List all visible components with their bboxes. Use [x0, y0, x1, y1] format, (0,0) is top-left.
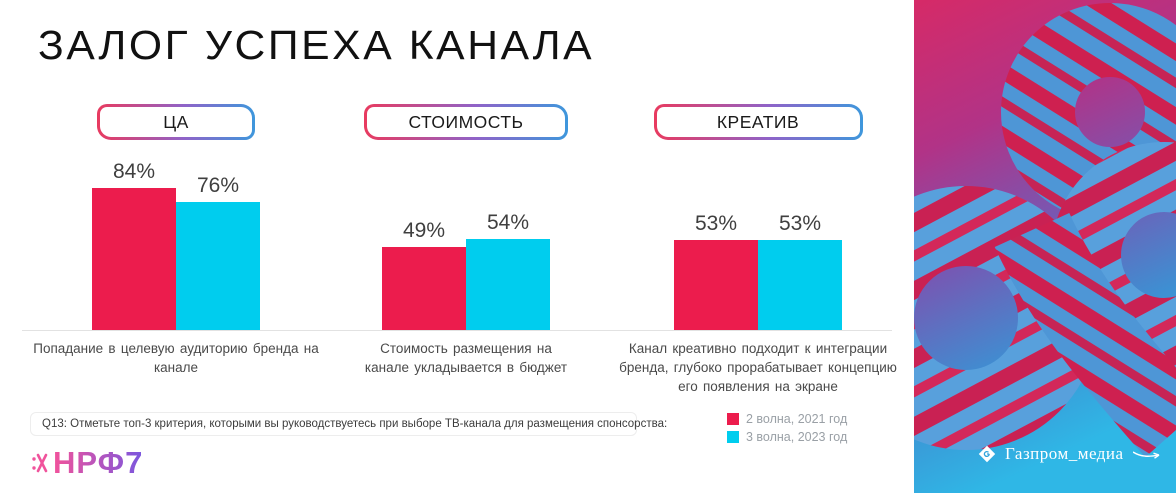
bar-pair: 53% 53% — [674, 140, 842, 330]
bar-pair: 84% 76% — [92, 140, 260, 330]
bar-value-label: 53% — [694, 212, 738, 235]
bar-wave2 — [758, 240, 842, 330]
legend-item-wave2: 3 волна, 2023 год — [727, 430, 847, 444]
gazprom-diamond-icon — [978, 445, 996, 463]
bar-wave2 — [466, 239, 550, 330]
bar-column: 84% — [92, 160, 176, 330]
badge-kreativ: КРЕАТИВ — [654, 104, 863, 140]
bar-value-label: 54% — [486, 211, 530, 234]
bar-value-label: 76% — [196, 174, 240, 197]
bar-pair: 49% 54% — [382, 140, 550, 330]
nrf7-logo-icon — [32, 453, 48, 472]
legend-swatch-red — [727, 413, 739, 425]
footnote-q13: Q13: Отметьте топ-3 критерия, которыми в… — [30, 412, 667, 436]
arrow-right-icon — [1132, 451, 1159, 459]
chart-group-ca: ЦА 84% 76% Попадание в целевую аудиторию… — [25, 104, 327, 378]
bar-value-label: 53% — [778, 212, 822, 235]
nrf7-logo-text: НРФ7 — [53, 445, 144, 480]
nrf7-logo: НРФ7 — [32, 445, 143, 481]
bar-value-label: 49% — [402, 219, 446, 242]
bar-value-label: 84% — [112, 160, 156, 183]
badge-stoimost: СТОИМОСТЬ — [364, 104, 568, 140]
decorative-art-panel: Газпром_медиа — [914, 0, 1176, 493]
badge-ca: ЦА — [97, 104, 255, 140]
legend-item-wave1: 2 волна, 2021 год — [727, 412, 847, 426]
chart-group-stoimost: СТОИМОСТЬ 49% 54% Стоимость размещения н… — [356, 104, 576, 378]
badge-ca-label: ЦА — [163, 111, 189, 132]
group-caption: Стоимость размещения на канале укладывае… — [364, 341, 568, 375]
chart-baseline — [22, 330, 892, 331]
group-caption: Канал креативно подходит к интеграции бр… — [619, 341, 897, 394]
bar-column: 76% — [176, 174, 260, 330]
gazprom-media-logo-text: Газпром_медиа — [1005, 444, 1124, 463]
group-caption: Попадание в целевую аудиторию бренда на … — [33, 341, 319, 375]
bar-column: 53% — [758, 212, 842, 330]
page-title: ЗАЛОГ УСПЕХА КАНАЛА — [38, 22, 595, 68]
legend-label: 3 волна, 2023 год — [746, 430, 848, 444]
badge-kreativ-label: КРЕАТИВ — [716, 111, 800, 132]
bar-wave1 — [674, 240, 758, 330]
legend-swatch-cyan — [727, 431, 739, 443]
bar-wave1 — [92, 188, 176, 330]
bar-wave1 — [382, 247, 466, 330]
legend-label: 2 волна, 2021 год — [746, 412, 848, 426]
bar-wave2 — [176, 202, 260, 330]
decorative-3d-art — [914, 0, 1176, 493]
bar-column: 49% — [382, 219, 466, 330]
chart-group-kreativ: КРЕАТИВ 53% 53% Канал креативно подходит… — [612, 104, 904, 397]
gazprom-media-logo: Газпром_медиа — [978, 444, 1163, 464]
bar-column: 53% — [674, 212, 758, 330]
badge-stoimost-label: СТОИМОСТЬ — [408, 111, 524, 132]
bar-column: 54% — [466, 211, 550, 330]
chart-legend: 2 волна, 2021 год 3 волна, 2023 год — [727, 412, 847, 444]
